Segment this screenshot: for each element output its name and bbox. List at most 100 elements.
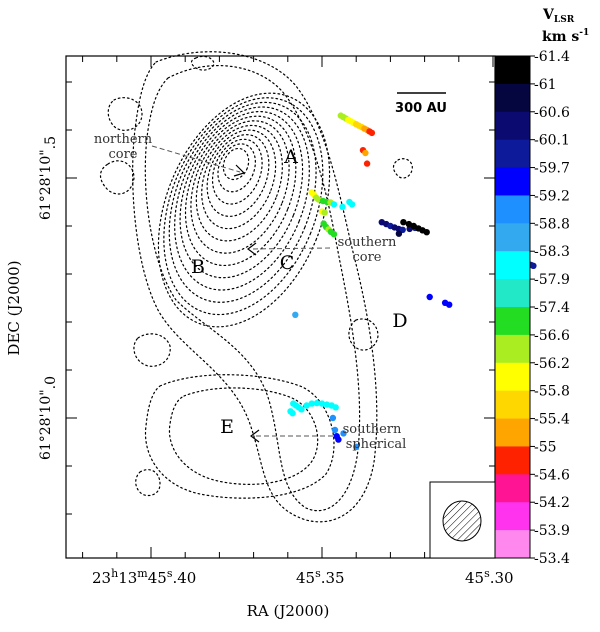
maser-spot-A-14 — [362, 149, 369, 157]
colorbar-tick-label-1: -61 — [534, 77, 557, 93]
contour-level-18 — [133, 333, 171, 367]
maser-spot-B-28 — [321, 209, 328, 216]
colorbar-tick-label-10: -56.6 — [534, 328, 570, 344]
contour-level-14 — [144, 65, 361, 512]
colorbar-swatch-5 — [495, 195, 530, 224]
colorbar-swatch-6 — [495, 223, 530, 252]
colorbar-swatch-12 — [495, 390, 530, 420]
maser-spot-E-72 — [329, 414, 337, 422]
contour-level-1 — [157, 92, 331, 328]
maser-spot-D-54 — [530, 262, 537, 269]
scale-bar: 300 AU — [395, 92, 447, 116]
contour-level-20 — [99, 160, 135, 195]
maser-spot-C-48 — [395, 230, 403, 237]
colorbar-tick-label-15: -54.6 — [534, 467, 570, 483]
y-tick-label-1: 61°28'10".5 — [38, 136, 59, 220]
group-label-A: A — [283, 146, 298, 168]
maser-spot-A-15 — [363, 160, 371, 167]
colorbar-tick-label-14: -55 — [534, 439, 557, 455]
group-label-D: D — [392, 310, 407, 332]
maser-spot-B-33 — [330, 231, 338, 238]
contour-level-8 — [195, 124, 283, 242]
annotation-southern-core-line1: southern — [338, 235, 397, 250]
maser-spots — [287, 112, 537, 450]
colorbar-tick-label-4: -59.7 — [534, 161, 570, 177]
colorbar-swatch-14 — [495, 446, 530, 475]
colorbar-tick-label-16: -54.2 — [534, 495, 570, 511]
maser-spot-E-76 — [340, 430, 347, 437]
contour-level-23 — [392, 158, 413, 179]
x-tick-label-1: 23h13m45s.40 — [92, 567, 196, 587]
colorbar-swatch-17 — [495, 530, 530, 559]
contour-level-10 — [206, 134, 270, 217]
maser-spot-E-68 — [318, 400, 326, 407]
maser-spot-E-73 — [331, 426, 339, 434]
contour-level-7 — [190, 120, 290, 254]
colorbar-title: VLSR km s-1 — [542, 7, 589, 45]
maser-spot-E-71 — [332, 404, 339, 411]
annotation-southern-spherical-arrowhead — [250, 429, 260, 443]
annotations: northern core southern core southern sph… — [94, 132, 406, 452]
maser-spot-C-42 — [400, 219, 407, 226]
annotation-northern-core-arrow — [151, 145, 241, 173]
annotation-southern-spherical-line1: southern — [343, 422, 402, 437]
contour-level-6 — [184, 115, 297, 267]
colorbar-swatch-4 — [495, 167, 530, 196]
contour-level-16 — [168, 387, 319, 485]
annotation-northern-core-line1: northern — [94, 132, 153, 147]
beam-ellipse — [442, 500, 482, 542]
colorbar-tick-label-18: -53.4 — [534, 551, 570, 567]
maser-spot-E-65 — [303, 402, 310, 409]
colorbar-swatch-1 — [495, 83, 530, 113]
annotation-southern-spherical-line2: spherical — [346, 437, 407, 452]
maser-spot-D-55 — [426, 293, 433, 301]
x-tick-label-2: 45s.35 — [296, 567, 345, 587]
colorbar-tick-label-2: -60.6 — [534, 105, 570, 121]
colorbar-swatch-16 — [495, 502, 530, 531]
maser-spot-E-66 — [308, 400, 315, 407]
contour-map — [99, 51, 413, 523]
maser-spot-E-77 — [353, 443, 360, 450]
colorbar-tick-label-12: -55.8 — [534, 384, 570, 400]
colorbar-tick-label-13: -55.4 — [534, 412, 570, 428]
colorbar-swatch-15 — [495, 474, 530, 503]
maser-spot-B-26 — [348, 201, 356, 208]
group-label-C: C — [280, 252, 295, 274]
contour-level-21 — [135, 469, 161, 497]
group-label-E: E — [220, 416, 234, 438]
maser-spot-A-12 — [368, 129, 376, 137]
maser-spot-E-62 — [298, 406, 305, 413]
axes-ticks — [66, 56, 495, 558]
maser-spot-E-64 — [289, 410, 296, 417]
colorbar-swatch-9 — [495, 307, 530, 336]
colorbar-title-line2: km s-1 — [542, 28, 589, 45]
colorbar: -61.4 -61 -60.6 -60.1 -59.7 -59.2 -58.8 -58.3 -5… — [494, 49, 570, 567]
maser-spot-E-75 — [335, 436, 342, 443]
beam-inset — [429, 481, 496, 559]
contour-level-2 — [163, 97, 324, 316]
x-tick-label-3: 45s.30 — [465, 567, 514, 587]
colorbar-tick-label-9: -57.4 — [534, 300, 570, 316]
contour-level-5 — [179, 111, 304, 279]
maser-spot-E-58 — [292, 311, 299, 318]
colorbar-swatch-10 — [495, 334, 530, 364]
group-labels: A B C D E — [191, 146, 408, 438]
group-label-B: B — [191, 256, 205, 278]
maser-spot-C-47 — [423, 229, 430, 236]
annotation-southern-core-line2: core — [352, 250, 381, 265]
contour-level-19 — [107, 97, 143, 131]
colorbar-tick-label-5: -59.2 — [534, 188, 570, 204]
colorbar-title-line1: VLSR — [542, 7, 575, 25]
colorbar-tick-label-3: -60.1 — [534, 133, 570, 149]
maser-spot-E-67 — [313, 399, 321, 407]
colorbar-swatch-11 — [495, 362, 530, 392]
contour-level-11 — [211, 138, 263, 205]
maser-spot-B-24 — [339, 203, 346, 210]
colorbar-tick-label-0: -61.4 — [534, 49, 570, 65]
contour-level-3 — [168, 101, 317, 303]
contour-level-12 — [217, 143, 256, 193]
y-tick-label-2: 61°28'10".0 — [38, 376, 59, 460]
maser-spot-C-43 — [405, 220, 413, 228]
colorbar-swatch-7 — [495, 251, 530, 280]
